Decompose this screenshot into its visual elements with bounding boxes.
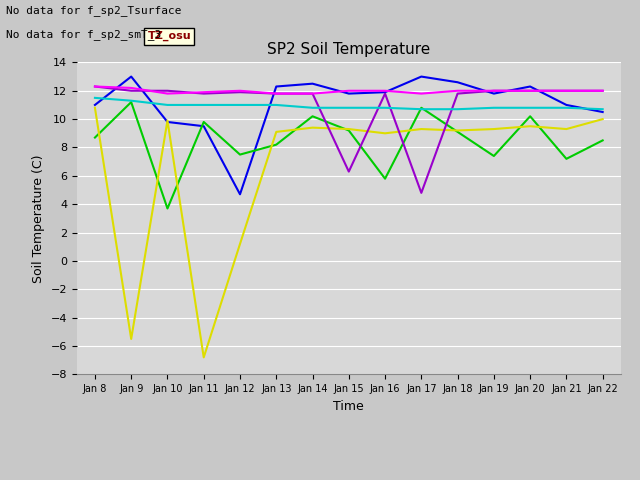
Text: No data for f_sp2_smT_3: No data for f_sp2_smT_3 xyxy=(6,29,162,40)
X-axis label: Time: Time xyxy=(333,400,364,413)
Y-axis label: Soil Temperature (C): Soil Temperature (C) xyxy=(32,154,45,283)
Title: SP2 Soil Temperature: SP2 Soil Temperature xyxy=(267,42,431,57)
Text: TZ_osu: TZ_osu xyxy=(147,31,191,41)
Text: No data for f_sp2_Tsurface: No data for f_sp2_Tsurface xyxy=(6,5,182,16)
